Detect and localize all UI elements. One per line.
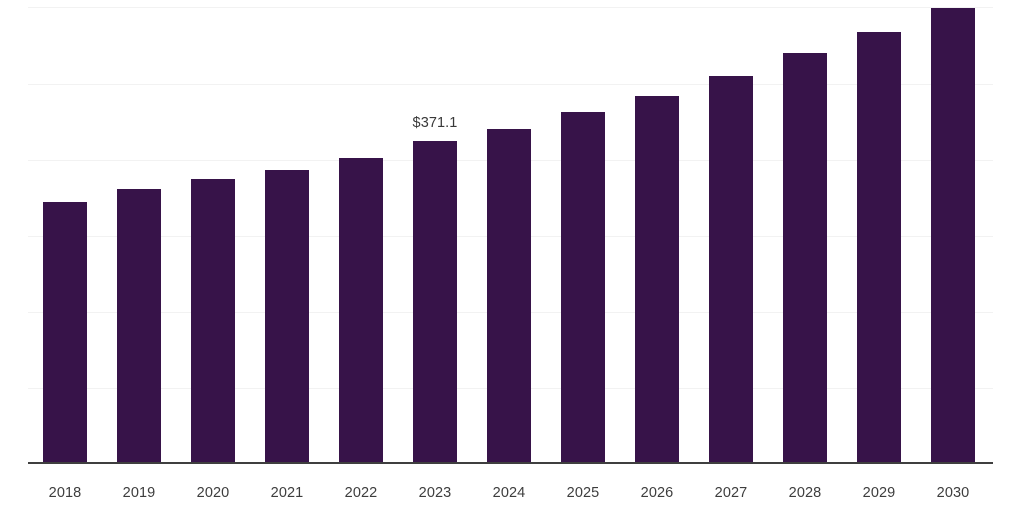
x-tick-label-2018: 2018 [48,485,82,501]
bar-2025[interactable] [561,111,605,463]
x-tick-label-2021: 2021 [270,485,304,501]
x-tick-label-2026: 2026 [640,485,674,501]
bar-2024[interactable] [487,128,531,463]
bar-2018[interactable] [43,202,87,463]
bar-group-2021 [250,0,324,463]
bar-2021[interactable] [265,170,309,463]
x-tick-label-2029: 2029 [862,485,896,501]
bar-2030[interactable] [931,7,975,463]
bar-2026[interactable] [635,95,679,463]
bar-group-2030: $524.0 [916,0,990,463]
bar-group-2028 [768,0,842,463]
bar-group-2025 [546,0,620,463]
bar-2019[interactable] [117,188,161,463]
bars-layer: $371.1 $524.0 [28,0,990,463]
x-tick-label-2025: 2025 [566,485,600,501]
bar-group-2019 [102,0,176,463]
bar-2022[interactable] [339,158,383,463]
bar-2028[interactable] [783,53,827,463]
bar-2023[interactable] [413,140,457,463]
bar-2020[interactable] [191,179,235,463]
bar-group-2022 [324,0,398,463]
bar-group-2018 [28,0,102,463]
gridline [28,7,993,8]
gridline [28,84,993,85]
bar-2027[interactable] [709,75,753,463]
bar-group-2023: $371.1 [398,0,472,463]
x-tick-label-2028: 2028 [788,485,822,501]
x-tick-label-2024: 2024 [492,485,526,501]
bar-group-2029 [842,0,916,463]
x-axis-labels: 2018 2019 2020 2021 2022 2023 2024 2025 2026 2027… [0,463,1024,512]
x-tick-label-2030: 2030 [936,485,970,501]
x-tick-label-2027: 2027 [714,485,748,501]
bar-2029[interactable] [857,31,901,463]
bar-group-2026 [620,0,694,463]
bar-group-2020 [176,0,250,463]
x-axis-line [28,462,993,464]
x-tick-label-2019: 2019 [122,485,156,501]
bar-value-label-2023: $371.1 [412,114,458,131]
bar-group-2024 [472,0,546,463]
x-tick-label-2020: 2020 [196,485,230,501]
x-tick-label-2023: 2023 [418,485,452,501]
bar-group-2027 [694,0,768,463]
x-tick-label-2022: 2022 [344,485,378,501]
